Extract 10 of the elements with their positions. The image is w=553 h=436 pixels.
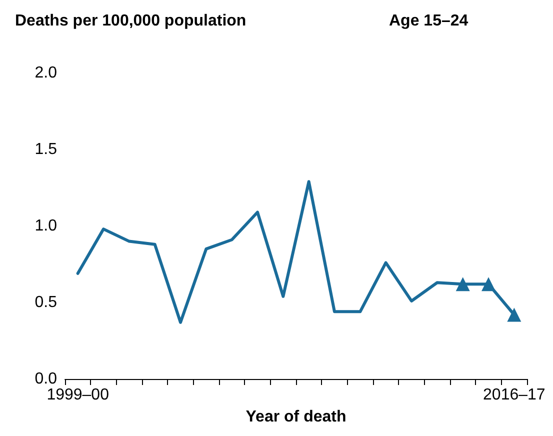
y-tick-label: 1.5 bbox=[34, 141, 58, 158]
x-tick-label: 2016–17 bbox=[483, 386, 546, 404]
chart-subtitle: Age 15–24 bbox=[389, 12, 468, 30]
y-tick-label: 0.0 bbox=[34, 370, 58, 388]
y-tick-label: 0.5 bbox=[34, 294, 58, 311]
x-axis-title: Year of death bbox=[246, 408, 346, 426]
y-tick-label: 1.0 bbox=[34, 218, 58, 234]
y-tick-label: 2.0 bbox=[34, 64, 58, 82]
x-tick-label: 1999–00 bbox=[46, 386, 110, 404]
chart-title: Deaths per 100,000 population bbox=[15, 12, 246, 30]
